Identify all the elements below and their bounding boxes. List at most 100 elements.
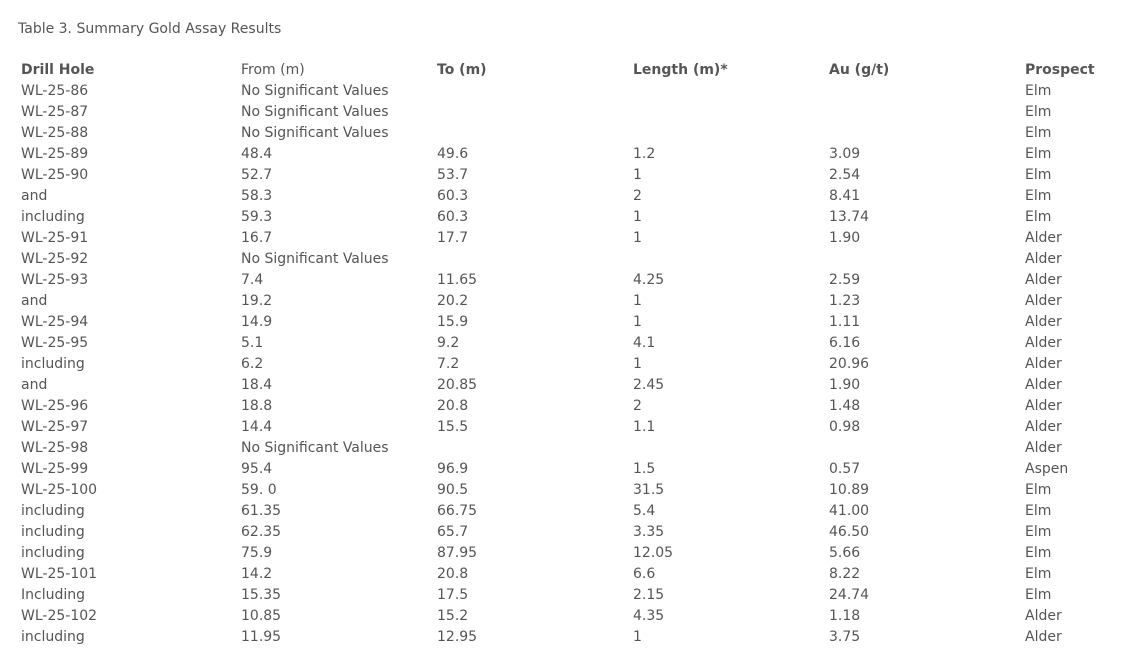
table-row: and 58.3 60.3 2 8.41 Elm [18,186,1108,207]
length-cell: 1 [633,230,642,246]
prospect-cell: Alder [1025,419,1062,435]
to-cell: 65.7 [437,524,469,540]
from-cell: 5.1 [241,335,264,351]
length-cell: 1 [633,314,642,330]
table-row: WL-25-101 14.2 20.8 6.6 8.22 Elm [18,564,1108,585]
length-cell: 4.25 [633,272,665,288]
from-cell: 14.4 [241,419,273,435]
drill-hole-cell: WL-25-88 [21,125,89,141]
from-cell: 52.7 [241,167,273,183]
from-cell: 19.2 [241,293,273,309]
table-row: including 75.9 87.95 12.05 5.66 Elm [18,543,1108,564]
table-row: including 61.35 66.75 5.4 41.00 Elm [18,501,1108,522]
length-cell [630,81,826,102]
to-cell: 20.8 [437,566,469,582]
from-cell: 15.35 [241,587,282,603]
length-cell: 4.35 [633,608,665,624]
prospect-cell: Elm [1025,125,1052,141]
to-cell: 90.5 [437,482,469,498]
no-significant-values-cell: No Significant Values [241,440,389,456]
length-cell: 1 [633,209,642,225]
prospect-cell: Elm [1025,482,1052,498]
length-cell: 1 [633,293,642,309]
drill-hole-cell: WL-25-89 [21,146,89,162]
table-row: WL-25-91 16.7 17.7 1 1.90 Alder [18,228,1108,249]
au-cell: 1.90 [829,230,861,246]
prospect-cell: Elm [1025,503,1052,519]
au-cell: 0.57 [829,461,861,477]
to-cell: 15.9 [437,314,469,330]
table-row: WL-25-89 48.4 49.6 1.2 3.09 Elm [18,144,1108,165]
header-prospect: Prospect [1025,62,1095,78]
table-row: WL-25-99 95.4 96.9 1.5 0.57 Aspen [18,459,1108,480]
au-cell: 5.66 [829,545,861,561]
to-cell: 11.65 [437,272,478,288]
length-cell: 4.1 [633,335,656,351]
length-cell [630,249,826,270]
to-cell [434,102,630,123]
from-cell: 7.4 [241,272,264,288]
table-row: Including 15.35 17.5 2.15 24.74 Elm [18,585,1108,606]
header-to: To (m) [437,62,487,78]
length-cell: 3.35 [633,524,665,540]
prospect-cell: Elm [1025,167,1052,183]
length-cell [630,102,826,123]
to-cell: 96.9 [437,461,469,477]
table-row: including 11.95 12.95 1 3.75 Alder [18,627,1108,648]
to-cell: 60.3 [437,209,469,225]
header-au: Au (g/t) [829,62,890,78]
prospect-cell: Elm [1025,146,1052,162]
length-cell: 1.2 [633,146,656,162]
from-cell: 16.7 [241,230,273,246]
prospect-cell: Alder [1025,398,1062,414]
to-cell [434,438,630,459]
from-cell: 95.4 [241,461,273,477]
table-row: and 19.2 20.2 1 1.23 Alder [18,291,1108,312]
drill-hole-cell: WL-25-102 [21,608,98,624]
table-row: WL-25-95 5.1 9.2 4.1 6.16 Alder [18,333,1108,354]
table-header: Drill Hole From (m) To (m) Length (m)* A… [18,60,1108,81]
from-cell: 6.2 [241,356,264,372]
no-significant-values-cell: No Significant Values [241,125,389,141]
au-cell: 6.16 [829,335,861,351]
from-cell: 75.9 [241,545,273,561]
no-significant-values-cell: No Significant Values [241,83,389,99]
from-cell: 14.2 [241,566,273,582]
from-cell: 59.3 [241,209,273,225]
header-row: Drill Hole From (m) To (m) Length (m)* A… [18,60,1108,81]
to-cell: 17.5 [437,587,469,603]
drill-hole-cell: WL-25-87 [21,104,89,120]
to-cell: 53.7 [437,167,469,183]
prospect-cell: Alder [1025,230,1062,246]
to-cell [434,123,630,144]
prospect-cell: Elm [1025,209,1052,225]
au-cell: 3.09 [829,146,861,162]
au-cell: 24.74 [829,587,870,603]
to-cell: 66.75 [437,503,478,519]
from-cell: 14.9 [241,314,273,330]
au-cell: 1.11 [829,314,861,330]
au-cell: 3.75 [829,629,861,645]
prospect-cell: Alder [1025,314,1062,330]
drill-hole-cell: including [21,524,85,540]
drill-hole-cell: WL-25-94 [21,314,89,330]
length-cell: 2.45 [633,377,665,393]
length-cell [630,123,826,144]
au-cell: 1.18 [829,608,861,624]
assay-results-table: Drill Hole From (m) To (m) Length (m)* A… [18,60,1108,648]
from-cell: 11.95 [241,629,282,645]
table-body: WL-25-86 No Significant Values Elm WL-25-87… [18,81,1108,648]
drill-hole-cell: WL-25-99 [21,461,89,477]
table-row: WL-25-90 52.7 53.7 1 2.54 Elm [18,165,1108,186]
prospect-cell: Elm [1025,566,1052,582]
drill-hole-cell: including [21,545,85,561]
length-cell: 12.05 [633,545,674,561]
drill-hole-cell: WL-25-93 [21,272,89,288]
table-row: WL-25-100 59. 0 90.5 31.5 10.89 Elm [18,480,1108,501]
length-cell: 5.4 [633,503,656,519]
prospect-cell: Alder [1025,608,1062,624]
table-row: WL-25-96 18.8 20.8 2 1.48 Alder [18,396,1108,417]
table-row: WL-25-98 No Significant Values Alder [18,438,1108,459]
au-cell [826,123,1022,144]
to-cell: 20.8 [437,398,469,414]
